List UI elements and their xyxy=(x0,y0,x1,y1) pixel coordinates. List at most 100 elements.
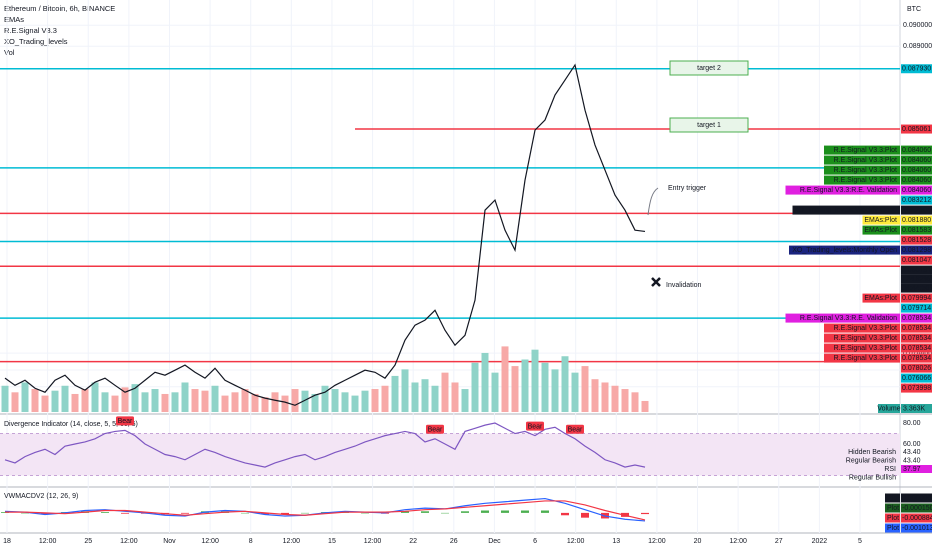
volume-bar xyxy=(331,389,339,412)
macd-histogram-bar xyxy=(561,512,569,516)
volume-bar xyxy=(41,395,49,412)
time-label: 26 xyxy=(450,538,458,545)
price-tick-label: 0.089000 xyxy=(903,43,932,50)
volume-bar xyxy=(301,390,309,412)
price-label: 0.078534 xyxy=(902,315,931,322)
volume-bar xyxy=(71,393,79,412)
price-label-bg xyxy=(901,274,932,284)
volume-bar xyxy=(281,395,289,412)
price-label-bg xyxy=(901,333,932,343)
volume-bar xyxy=(461,389,469,412)
volume-bar xyxy=(261,397,269,412)
divergence-label-bg xyxy=(426,424,444,434)
time-label: 22 xyxy=(409,538,417,545)
volume-bar xyxy=(161,393,169,412)
time-label: 5 xyxy=(858,538,862,545)
time-label: 12:00 xyxy=(120,538,138,545)
volume-bar xyxy=(371,389,379,412)
price-label: 0.078534 xyxy=(902,345,931,352)
time-label: 12:00 xyxy=(729,538,747,545)
price-label-bg xyxy=(901,185,932,195)
target-box xyxy=(669,60,749,76)
rsi-band xyxy=(0,433,900,476)
price-label-bg xyxy=(901,265,932,275)
price-label: 0.079714 xyxy=(902,305,931,312)
volume-bar xyxy=(411,382,419,412)
series-label: EMAs:Plot xyxy=(864,227,897,234)
rsi-tick-label: 60.00 xyxy=(903,441,921,448)
price-label-bg xyxy=(901,205,932,215)
price-label-bg xyxy=(901,124,932,134)
price-label-bg xyxy=(901,343,932,353)
rsi-legend-value: 37.97 xyxy=(903,466,921,473)
volume-bar xyxy=(51,390,59,412)
time-label: 12:00 xyxy=(39,538,57,545)
series-label-bg xyxy=(824,155,900,165)
price-label-bg xyxy=(901,363,932,373)
price-label: 0.084060 xyxy=(902,187,931,194)
volume-bar xyxy=(531,349,539,412)
currency-unit: BTC xyxy=(907,6,921,13)
price-label: 0.081583 xyxy=(902,227,931,234)
volume-bar xyxy=(621,389,629,412)
price-label: 0.084060 xyxy=(902,167,931,174)
macd-histogram-bar xyxy=(121,512,129,514)
price-label: 0.081298 xyxy=(902,247,931,254)
volume-bar xyxy=(541,362,549,412)
series-label-bg xyxy=(824,145,900,155)
macd-legend-name: Plot xyxy=(887,515,899,522)
rsi-legend-bg xyxy=(901,465,932,473)
volume-bar xyxy=(591,379,599,412)
price-label-bg xyxy=(901,175,932,185)
volume-bar xyxy=(101,392,109,412)
price-label: 0.081528 xyxy=(902,237,931,244)
time-label: 8 xyxy=(249,538,253,545)
price-label-bg xyxy=(901,195,932,205)
price-label: 0.076066 xyxy=(902,375,931,382)
volume-bar xyxy=(171,392,179,412)
macd-legend-bg xyxy=(901,493,932,503)
volume-bar xyxy=(401,369,409,412)
macd-histogram-bar xyxy=(581,512,589,518)
macd-histogram-bar xyxy=(541,510,549,513)
divergence-label-bg xyxy=(116,416,134,426)
series-label-bg xyxy=(824,353,900,363)
price-tick-label: 0.074400 xyxy=(903,350,932,357)
macd-legend-bg xyxy=(885,503,900,513)
volume-bar xyxy=(451,382,459,412)
macd-legend-name: Plot xyxy=(887,495,899,502)
volume-bar xyxy=(431,385,439,412)
volume-bar xyxy=(61,385,69,412)
price-label-bg xyxy=(901,145,932,155)
time-label: 15 xyxy=(328,538,336,545)
entry-label: Entry trigger xyxy=(668,185,707,192)
macd-histogram-bar xyxy=(41,512,49,515)
price-label-bg xyxy=(901,215,932,225)
time-label: 12:00 xyxy=(283,538,301,545)
macd-histogram-bar xyxy=(301,512,309,514)
divergence-label: Bear xyxy=(118,418,133,425)
price-label-bg xyxy=(901,353,932,363)
price-label: 0.078534 xyxy=(902,325,931,332)
price-label: 0.084060 xyxy=(902,157,931,164)
price-label: 0.081880 xyxy=(902,217,931,224)
volume-bar xyxy=(201,390,209,412)
target-label: target 1 xyxy=(697,122,721,129)
time-label: 25 xyxy=(84,538,92,545)
price-label: 0.078534 xyxy=(902,335,931,342)
price-label-bg xyxy=(901,225,932,235)
divergence-label-bg xyxy=(526,421,544,431)
rsi-tick-label: 80.00 xyxy=(903,420,921,427)
rsi-legend-value: 43.40 xyxy=(903,449,921,456)
series-label: R.E.Signal V3.3:Plot xyxy=(834,325,897,332)
volume-bar xyxy=(141,392,149,412)
macd-legend-name: Plot xyxy=(887,525,899,532)
volume-legend-bg xyxy=(878,404,900,413)
series-label-bg xyxy=(789,245,900,255)
macd-legend-bg xyxy=(901,523,932,533)
macd-histogram-bar xyxy=(421,511,429,513)
price-label-extra: +24.82% xyxy=(902,276,930,283)
volume-bar xyxy=(241,389,249,412)
series-label-bg xyxy=(785,313,900,323)
